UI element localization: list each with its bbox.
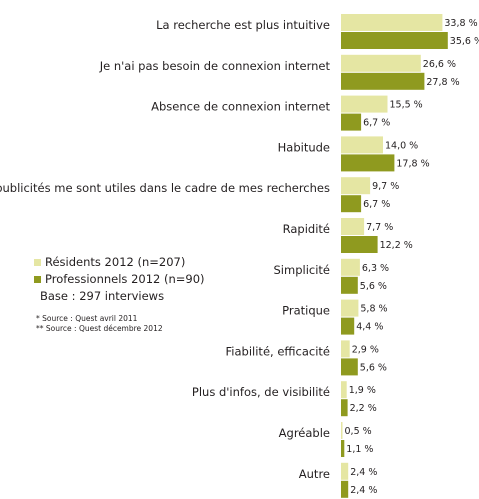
bar-rapidite-series-2 xyxy=(341,236,378,253)
bars-group xyxy=(341,14,448,498)
value-label-autre-series-1: 2,4 % xyxy=(350,467,377,478)
base-note: Base : 297 interviews xyxy=(40,289,165,303)
bar-rapidite-series-1 xyxy=(341,218,365,235)
category-label-je-n-ai-pas-besoin-de-connexion-internet: Je n'ai pas besoin de connexion internet xyxy=(99,59,331,73)
category-label-agreable: Agréable xyxy=(279,426,330,440)
source-line-1: * Source : Quest avril 2011 xyxy=(36,314,138,323)
value-labels-group: 33,8 %35,6 %26,6 %27,8 %15,5 %6,7 %14,0 … xyxy=(345,18,479,496)
bar-fiabilite-efficacite-series-2 xyxy=(341,358,358,376)
bar-autre-series-1 xyxy=(341,462,349,480)
value-label-rapidite-series-1: 7,7 % xyxy=(366,222,393,233)
bar-simplicite-series-1 xyxy=(341,258,360,276)
bar-les-publicites-me-sont-utiles-dans-le-cadre-de-mes-recherches-series-2 xyxy=(341,195,362,213)
bar-la-recherche-est-plus-intuitive-series-1 xyxy=(341,14,443,31)
bar-je-n-ai-pas-besoin-de-connexion-internet-series-1 xyxy=(341,54,421,72)
value-label-les-publicites-me-sont-utiles-dans-le-cadre-de-mes-recherches-series-2: 6,7 % xyxy=(363,199,390,210)
value-label-je-n-ai-pas-besoin-de-connexion-internet-series-1: 26,6 % xyxy=(423,59,456,70)
value-label-simplicite-series-1: 6,3 % xyxy=(362,263,389,274)
bar-habitude-series-1 xyxy=(341,136,383,154)
category-label-absence-de-connexion-internet: Absence de connexion internet xyxy=(151,100,330,114)
legend-label-professionnels: Professionnels 2012 (n=90) xyxy=(45,272,205,286)
value-label-fiabilite-efficacite-series-2: 5,6 % xyxy=(360,362,387,373)
bar-simplicite-series-2 xyxy=(341,276,358,294)
value-label-la-recherche-est-plus-intuitive-series-1: 33,8 % xyxy=(444,18,477,29)
category-label-simplicite: Simplicité xyxy=(274,263,331,277)
legend-swatch-residents xyxy=(34,259,41,266)
category-label-rapidite: Rapidité xyxy=(283,222,330,236)
bar-plus-d-infos-de-visibilite-series-2 xyxy=(341,399,348,417)
value-label-je-n-ai-pas-besoin-de-connexion-internet-series-2: 27,8 % xyxy=(426,77,459,88)
value-label-agreable-series-2: 1,1 % xyxy=(346,444,373,455)
category-label-les-publicites-me-sont-utiles-dans-le-cadre-de-mes-recherches: Les publicités me sont utiles dans le ca… xyxy=(0,181,330,195)
value-label-simplicite-series-2: 5,6 % xyxy=(360,281,387,292)
bar-fiabilite-efficacite-series-1 xyxy=(341,340,350,358)
bar-agreable-series-2 xyxy=(341,440,345,457)
category-label-habitude: Habitude xyxy=(278,140,330,154)
bar-les-publicites-me-sont-utiles-dans-le-cadre-de-mes-recherches-series-1 xyxy=(341,177,371,195)
legend: Résidents 2012 (n=207) Professionnels 20… xyxy=(34,254,205,288)
category-label-pratique: Pratique xyxy=(282,304,330,318)
value-label-la-recherche-est-plus-intuitive-series-2: 35,6 % xyxy=(450,36,479,47)
category-label-autre: Autre xyxy=(299,467,330,481)
category-labels-group: La recherche est plus intuitive Je n'ai p… xyxy=(0,18,330,481)
legend-item-residents: Résidents 2012 (n=207) xyxy=(34,254,205,271)
value-label-autre-series-2: 2,4 % xyxy=(350,485,377,496)
value-label-agreable-series-1: 0,5 % xyxy=(345,426,372,437)
value-label-plus-d-infos-de-visibilite-series-1: 1,9 % xyxy=(349,385,376,396)
value-label-les-publicites-me-sont-utiles-dans-le-cadre-de-mes-recherches-series-1: 9,7 % xyxy=(372,181,399,192)
value-label-absence-de-connexion-internet-series-2: 6,7 % xyxy=(363,118,390,129)
category-label-fiabilite-efficacite: Fiabilité, efficacité xyxy=(226,344,330,358)
category-label-plus-d-infos-de-visibilite: Plus d'infos, de visibilité xyxy=(192,385,330,399)
bar-pratique-series-2 xyxy=(341,317,355,335)
value-label-absence-de-connexion-internet-series-1: 15,5 % xyxy=(390,100,423,111)
bar-absence-de-connexion-internet-series-1 xyxy=(341,95,388,113)
bar-agreable-series-1 xyxy=(341,422,343,439)
value-label-habitude-series-1: 14,0 % xyxy=(385,140,418,151)
bar-absence-de-connexion-internet-series-2 xyxy=(341,113,362,131)
legend-label-residents: Résidents 2012 (n=207) xyxy=(45,255,186,269)
sources-note: * Source : Quest avril 2011 ** Source : … xyxy=(36,314,163,334)
value-label-plus-d-infos-de-visibilite-series-2: 2,2 % xyxy=(350,403,377,414)
bar-je-n-ai-pas-besoin-de-connexion-internet-series-2 xyxy=(341,72,425,90)
bar-autre-series-2 xyxy=(341,480,349,498)
legend-item-professionnels: Professionnels 2012 (n=90) xyxy=(34,271,205,288)
value-label-rapidite-series-2: 12,2 % xyxy=(380,240,413,251)
source-line-2: ** Source : Quest décembre 2012 xyxy=(36,324,163,333)
category-label-la-recherche-est-plus-intuitive: La recherche est plus intuitive xyxy=(156,18,330,32)
value-label-fiabilite-efficacite-series-1: 2,9 % xyxy=(352,344,379,355)
legend-swatch-professionnels xyxy=(34,276,41,283)
bar-pratique-series-1 xyxy=(341,299,359,317)
bar-habitude-series-2 xyxy=(341,154,395,172)
value-label-pratique-series-2: 4,4 % xyxy=(356,322,383,333)
bar-la-recherche-est-plus-intuitive-series-2 xyxy=(341,32,448,49)
bar-plus-d-infos-de-visibilite-series-1 xyxy=(341,381,347,399)
value-label-habitude-series-2: 17,8 % xyxy=(396,158,429,169)
value-label-pratique-series-1: 5,8 % xyxy=(360,304,387,315)
